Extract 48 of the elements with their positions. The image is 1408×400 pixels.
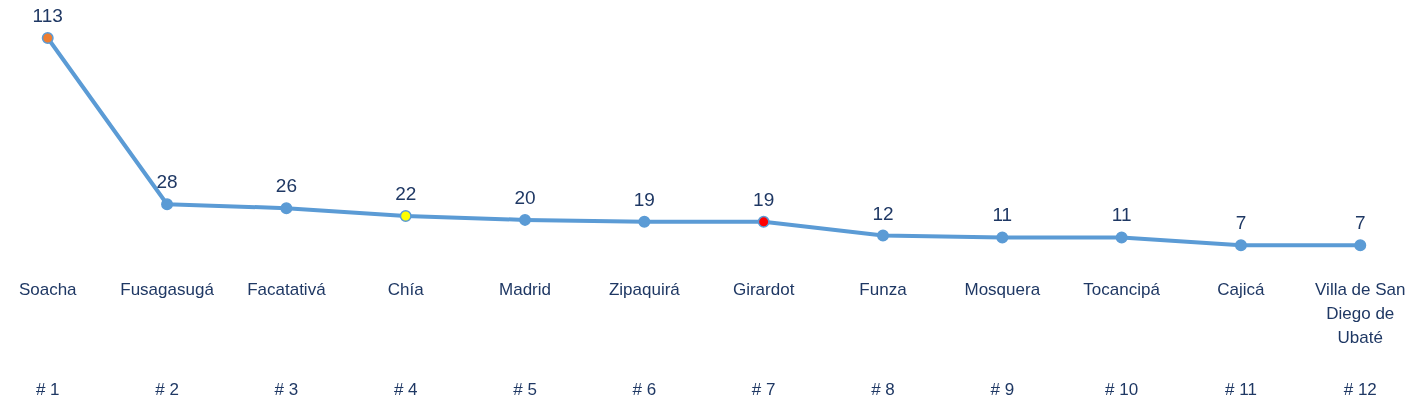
point	[876, 229, 889, 242]
point	[519, 213, 532, 226]
data-label: 22	[395, 182, 417, 204]
data-label: 113	[32, 5, 63, 26]
point	[399, 209, 412, 222]
x-tick-label: Girardot	[732, 280, 795, 299]
data-label: 11	[992, 204, 1013, 226]
point	[1354, 239, 1367, 252]
point	[638, 215, 651, 228]
point	[280, 202, 293, 215]
text: # 1	[35, 380, 60, 399]
data-label: 20	[514, 186, 536, 208]
text: # 2	[155, 380, 179, 399]
x-tick-label: Villa de San Diego de Ubaté	[1315, 280, 1406, 347]
x-tick-label: Soacha	[18, 280, 78, 299]
point	[1115, 231, 1128, 244]
point	[757, 215, 770, 228]
text: # 10	[1105, 380, 1139, 399]
data-label: 19	[753, 188, 775, 210]
point	[1234, 239, 1247, 252]
data-label: 12	[872, 202, 894, 224]
x-tick-label: Tocancipá	[1083, 280, 1161, 299]
text: # 7	[751, 380, 776, 399]
text: # 3	[274, 380, 299, 399]
x-tick-label: Cajicá	[1217, 280, 1266, 299]
point	[41, 32, 54, 44]
text: # 12	[1343, 380, 1377, 399]
text: # 9	[990, 380, 1015, 399]
point	[996, 231, 1009, 244]
data-label: 11	[1111, 204, 1132, 226]
x-tick-label: Zipaquirá	[608, 280, 681, 299]
x-tick-label: Madrid	[499, 280, 551, 299]
data-label: 28	[156, 171, 178, 193]
x-tick-label: Facatativá	[247, 280, 327, 299]
text: # 5	[513, 380, 537, 399]
x-tick-label: Funza	[859, 280, 908, 299]
text: # 11	[1225, 380, 1257, 399]
data-label: 26	[275, 175, 297, 197]
x-tick-label: Mosquera	[964, 280, 1041, 299]
text: # 6	[632, 380, 657, 399]
data-label: 7	[1235, 212, 1247, 234]
text: # 4	[393, 380, 418, 399]
data-label: 19	[633, 188, 655, 210]
text: # 8	[871, 380, 895, 399]
x-tick-label: Fusagasugá	[120, 280, 215, 299]
point	[161, 198, 174, 211]
data-label: 7	[1354, 212, 1366, 234]
x-tick-label: Chía	[387, 280, 425, 299]
